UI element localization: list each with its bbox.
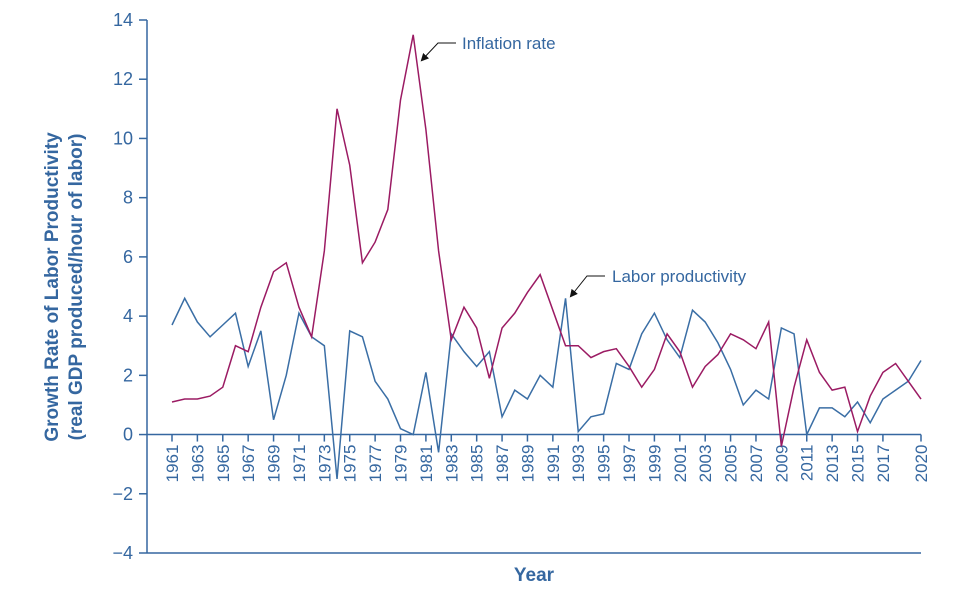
x-tick-label: 1997 <box>620 445 639 483</box>
x-tick-label: 2005 <box>722 445 741 483</box>
x-tick-label: 1975 <box>341 445 360 483</box>
y-tick-label: 0 <box>123 425 133 445</box>
y-tick-label: 12 <box>113 69 133 89</box>
x-tick-label: 2013 <box>823 445 842 483</box>
x-tick-label: 2009 <box>772 445 791 483</box>
x-axis-title: Year <box>514 565 555 586</box>
line <box>171 34 922 447</box>
x-tick-label: 2015 <box>849 445 868 483</box>
y-tick-label: 2 <box>123 365 133 385</box>
y-axis-title: Growth Rate of Labor Productivity <box>42 132 63 442</box>
x-tick-label: 1967 <box>239 445 258 483</box>
x-tick-label: 1989 <box>518 445 537 483</box>
x-tick-label: 2001 <box>671 445 690 483</box>
x-tick-label: 1969 <box>265 445 284 483</box>
annotation-arrow <box>569 275 605 298</box>
x-tick-label: 1971 <box>290 445 309 483</box>
x-tick-label: 1981 <box>417 445 436 483</box>
x-tick-label: 2011 <box>798 445 817 482</box>
x-tick-label: 1991 <box>544 445 563 483</box>
x-tick-label: 1965 <box>214 445 233 483</box>
y-tick-label: −2 <box>112 484 133 504</box>
line <box>171 296 922 480</box>
x-tick-label: 1987 <box>493 445 512 483</box>
y-tick-label: 4 <box>123 306 133 326</box>
x-tick-label: 1963 <box>188 445 207 483</box>
x-tick-label: 2003 <box>696 445 715 483</box>
x-tick-label: 1983 <box>442 445 461 483</box>
x-tick-label: 1977 <box>366 445 385 483</box>
y-tick-label: −4 <box>112 543 133 563</box>
x-tick-label: 1979 <box>392 445 411 483</box>
y-tick-label: 14 <box>113 10 133 30</box>
x-tick-label: 1995 <box>595 445 614 483</box>
annotation: Inflation rate <box>462 34 556 53</box>
x-tick-label: 1985 <box>468 445 487 483</box>
y-tick-label: 8 <box>123 188 133 208</box>
x-tick-label: 1999 <box>645 445 664 483</box>
x-tick-label: 1973 <box>315 445 334 483</box>
x-tick-label: 1961 <box>163 445 182 483</box>
x-tick-label: 2020 <box>912 445 931 483</box>
y-tick-label: 6 <box>123 247 133 267</box>
y-axis-title: (real GDP produced/hour of labor) <box>66 134 87 441</box>
annotation: Labor productivity <box>612 267 747 286</box>
x-tick-label: 2017 <box>874 445 893 483</box>
annotation-arrow <box>420 42 456 62</box>
x-tick-label: 2007 <box>747 445 766 483</box>
x-tick-label: 1993 <box>569 445 588 483</box>
y-tick-label: 10 <box>113 128 133 148</box>
